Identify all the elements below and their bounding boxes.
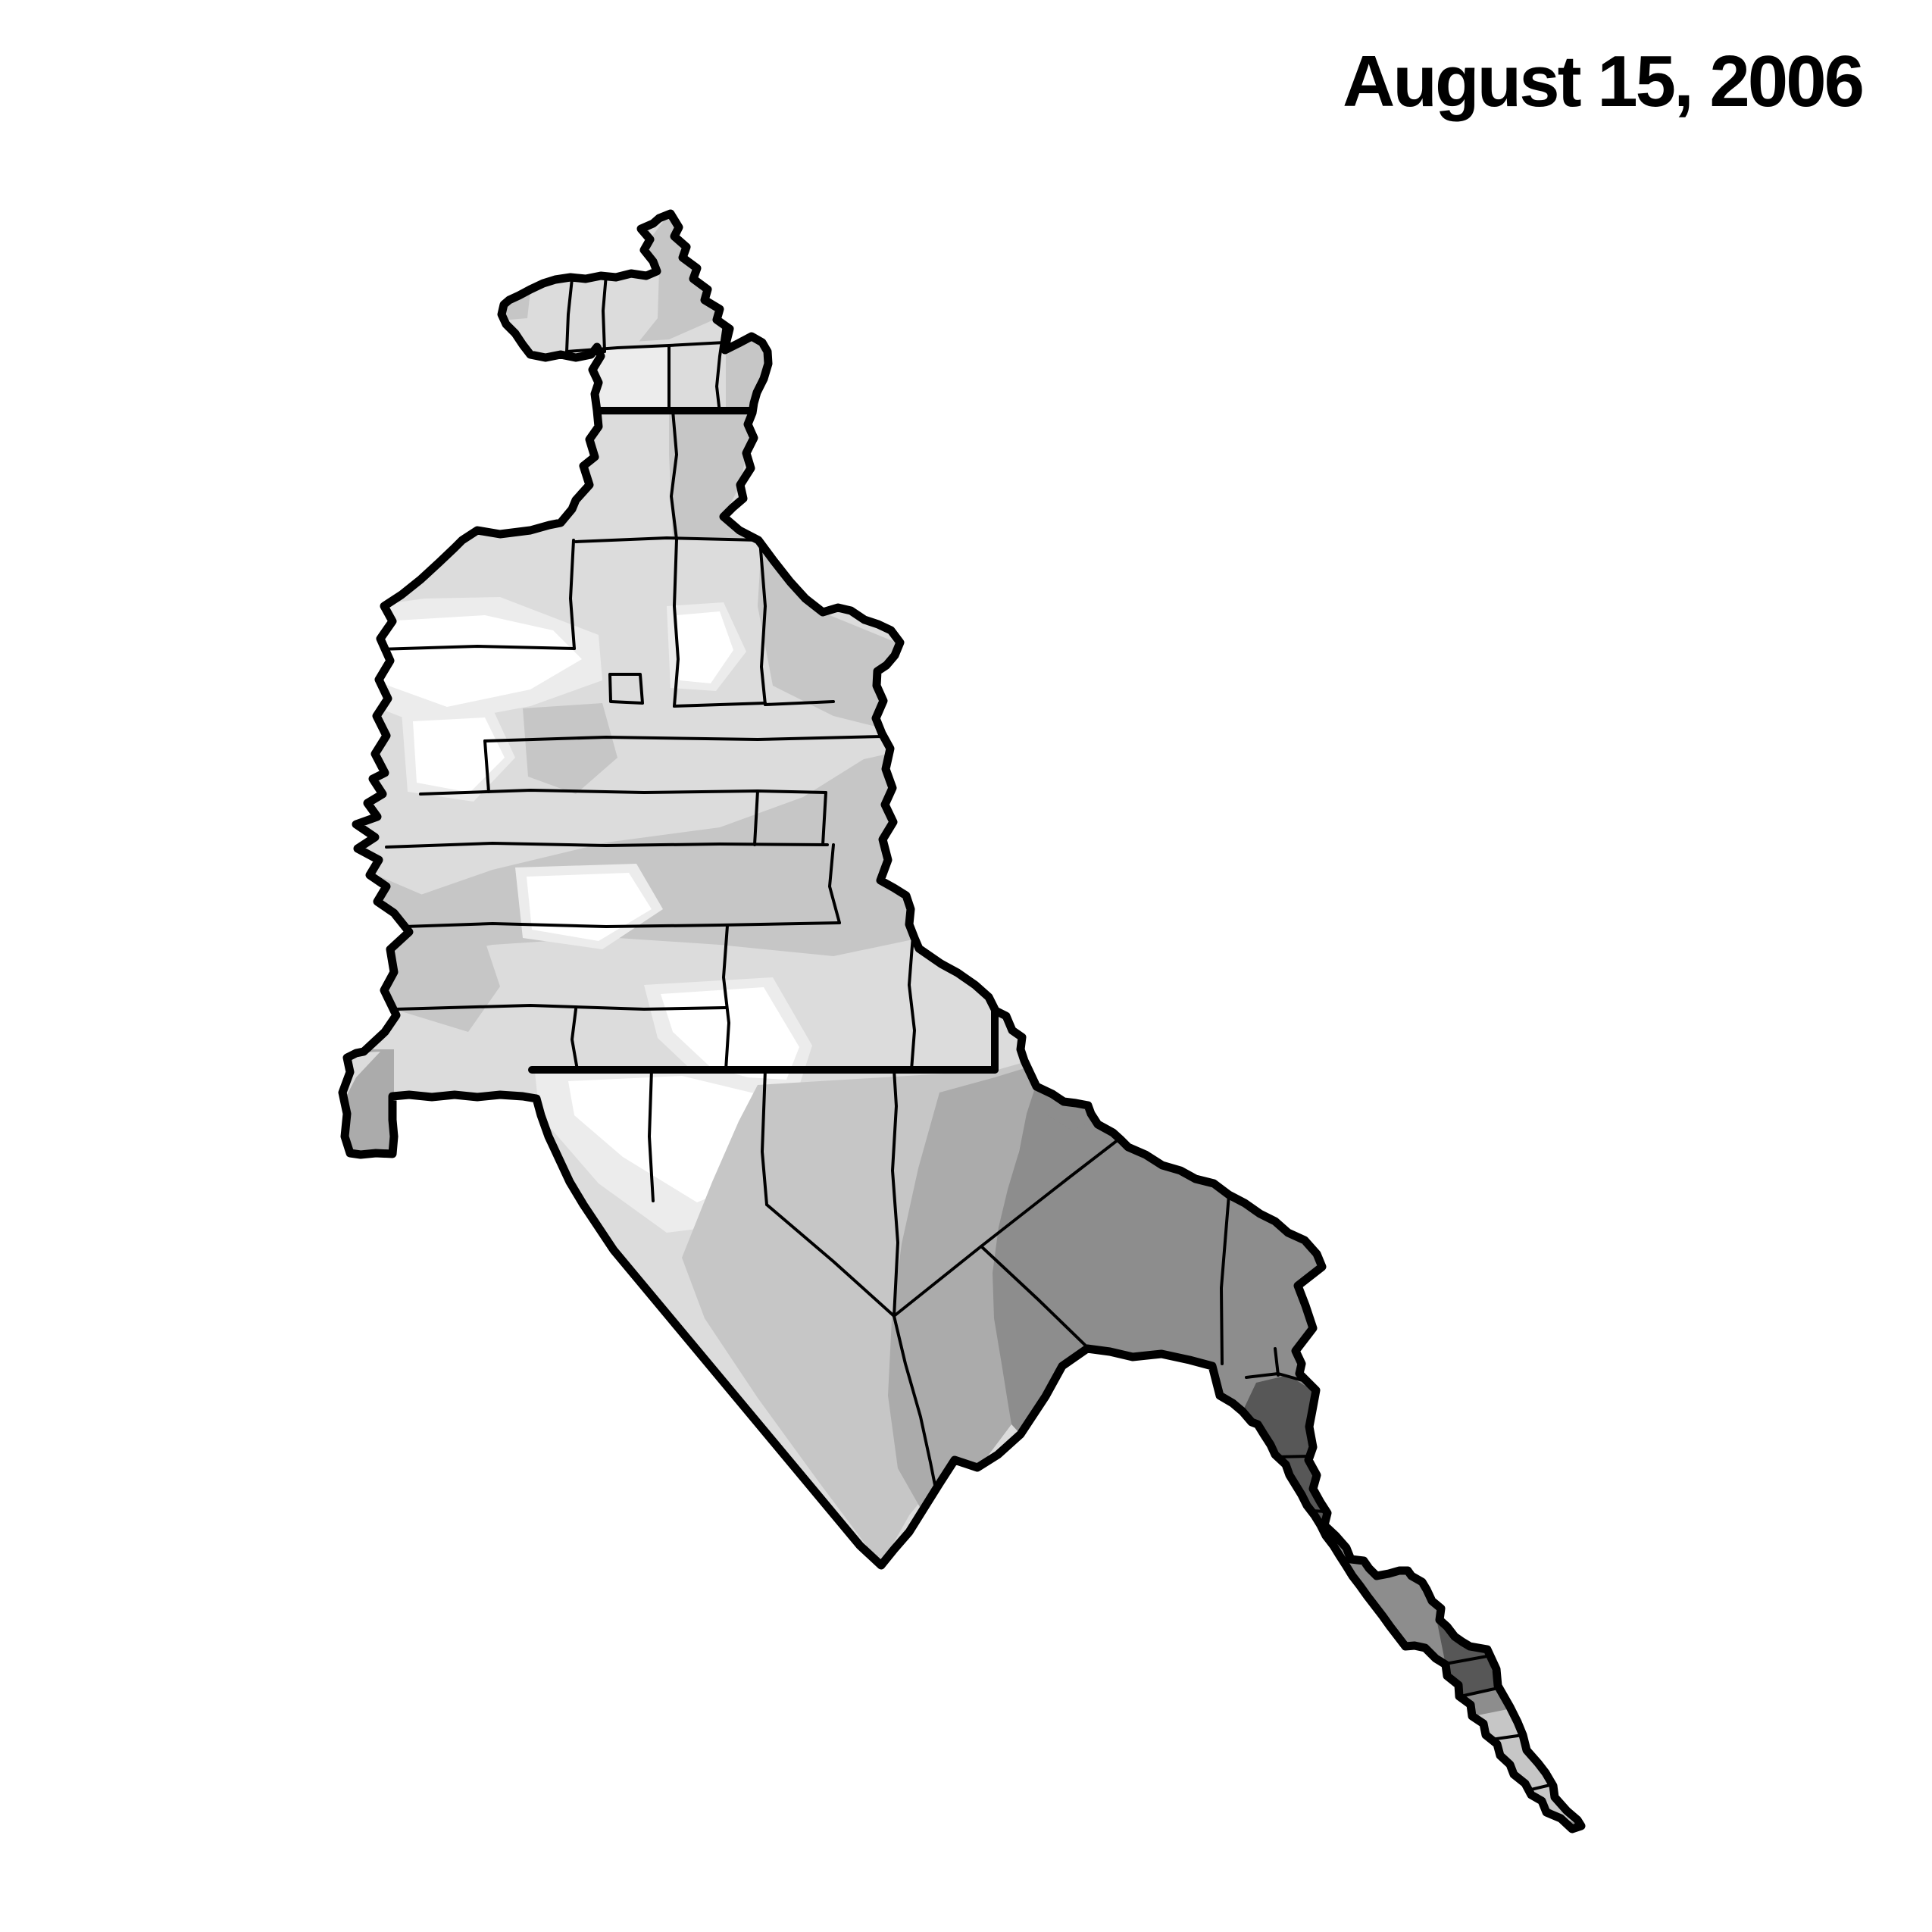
- county-line: [565, 277, 574, 353]
- county-line: [571, 1008, 579, 1071]
- shade-white-nw: [383, 615, 582, 707]
- county-line: [761, 1068, 768, 1206]
- county-line: [758, 539, 767, 706]
- state-borders: [528, 407, 999, 1074]
- date-title: August 15, 2006: [1343, 41, 1865, 122]
- county-line: [483, 735, 884, 742]
- county-line: [908, 934, 916, 1071]
- county-line: [1220, 1193, 1230, 1365]
- shade-blob-hueco: [1036, 1087, 1093, 1130]
- county-line: [483, 739, 490, 793]
- shade-white-espanola: [677, 611, 733, 683]
- county-line: [670, 409, 678, 541]
- county-line: [821, 791, 827, 846]
- county-line: [893, 1315, 937, 1490]
- county-line: [1274, 1347, 1280, 1377]
- shade-region-jemez: [523, 703, 617, 794]
- county-line: [381, 921, 841, 929]
- county-line: [980, 1245, 1089, 1349]
- county-line: [673, 702, 767, 708]
- county-line: [608, 673, 644, 705]
- shade-region-southwest: [371, 873, 500, 1032]
- county-line: [765, 1203, 896, 1318]
- county-line: [891, 1068, 899, 1318]
- county-line: [1444, 1655, 1489, 1665]
- shade-region-square-notch: [347, 1052, 380, 1095]
- county-line: [395, 1004, 727, 1011]
- county-line: [828, 843, 841, 924]
- county-line: [764, 700, 835, 706]
- county-line: [893, 1111, 1155, 1318]
- county-line: [602, 274, 608, 353]
- county-line: [753, 789, 759, 846]
- shade-region-tx-medium: [888, 1068, 1036, 1512]
- county-line: [673, 538, 680, 708]
- county-line: [377, 645, 576, 651]
- county-line: [574, 536, 761, 543]
- shade-white-central: [413, 717, 505, 792]
- county-line: [419, 789, 827, 796]
- county-line: [1355, 1535, 1413, 1542]
- county-line: [722, 924, 730, 1071]
- county-line: [715, 313, 727, 414]
- shade-region-taos: [669, 411, 758, 540]
- county-line: [648, 1068, 655, 1202]
- shade-region-hook: [500, 270, 659, 353]
- county-line: [569, 539, 576, 650]
- shade-white-border: [661, 987, 799, 1080]
